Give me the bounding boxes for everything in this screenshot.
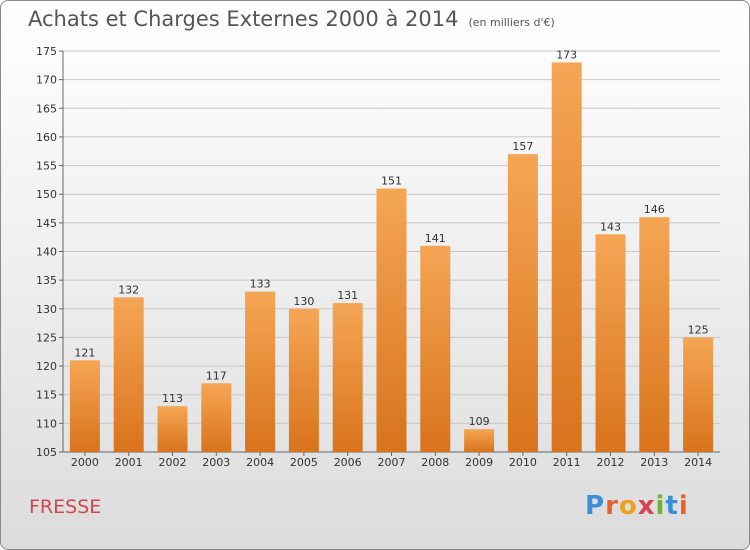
x-tick-label: 2007 bbox=[378, 456, 406, 469]
x-tick-label: 2009 bbox=[465, 456, 493, 469]
bar-2007 bbox=[376, 188, 407, 452]
y-tick-label: 160 bbox=[36, 131, 57, 144]
value-label: 173 bbox=[556, 48, 577, 61]
logo-letter: t bbox=[665, 491, 679, 521]
value-label: 109 bbox=[469, 415, 490, 428]
y-tick-label: 155 bbox=[36, 160, 57, 173]
chart-title: Achats et Charges Externes 2000 à 2014 bbox=[28, 7, 459, 31]
logo-letter: i bbox=[678, 491, 689, 521]
x-tick-label: 2000 bbox=[71, 456, 99, 469]
y-tick-labels: 105 110 115 120 125 130 135 140 145 150 155 160 165 1… bbox=[36, 45, 57, 459]
x-tick-label: 2010 bbox=[509, 456, 537, 469]
bar-2013 bbox=[639, 217, 670, 452]
bar-2004 bbox=[245, 291, 276, 452]
y-tick-label: 140 bbox=[36, 246, 57, 259]
chart-subtitle: (en milliers d'€) bbox=[468, 16, 555, 29]
logo-letter: P bbox=[585, 491, 606, 521]
value-label: 132 bbox=[118, 283, 139, 296]
value-label: 141 bbox=[425, 232, 446, 245]
x-tick-label: 2004 bbox=[246, 456, 274, 469]
x-tick-label: 2011 bbox=[553, 456, 581, 469]
bars bbox=[69, 62, 714, 452]
x-tick-label: 2008 bbox=[421, 456, 449, 469]
y-tick-label: 135 bbox=[36, 274, 57, 287]
y-tick-label: 150 bbox=[36, 188, 57, 201]
y-tick-label: 175 bbox=[36, 45, 57, 58]
y-tick-label: 125 bbox=[36, 331, 57, 344]
bar-2003 bbox=[201, 383, 232, 452]
bar-2005 bbox=[288, 308, 319, 452]
value-label: 130 bbox=[293, 295, 314, 308]
bar-2014 bbox=[683, 337, 714, 452]
x-tick-label: 2012 bbox=[597, 456, 625, 469]
proxiti-logo: Proxiti bbox=[585, 491, 689, 521]
bar-2001 bbox=[113, 297, 144, 452]
x-tick-label: 2005 bbox=[290, 456, 318, 469]
x-tick-label: 2006 bbox=[334, 456, 362, 469]
y-tick-label: 170 bbox=[36, 74, 57, 87]
x-tick-label: 2014 bbox=[684, 456, 712, 469]
y-tick-label: 115 bbox=[36, 389, 57, 402]
value-label: 146 bbox=[644, 203, 665, 216]
value-label: 157 bbox=[512, 140, 533, 153]
bar-2012 bbox=[595, 234, 626, 452]
bar-2011 bbox=[551, 62, 582, 452]
value-label: 151 bbox=[381, 174, 402, 187]
logo-letter: r bbox=[605, 491, 619, 521]
bar-2010 bbox=[507, 154, 538, 452]
bar-2006 bbox=[332, 303, 363, 452]
bar-2008 bbox=[420, 245, 451, 452]
value-label: 133 bbox=[250, 278, 271, 291]
x-tick-label: 2013 bbox=[640, 456, 668, 469]
commune-name: FRESSE bbox=[29, 496, 102, 518]
value-label: 121 bbox=[74, 346, 95, 359]
x-tick-label: 2003 bbox=[202, 456, 230, 469]
y-tick-label: 110 bbox=[36, 417, 57, 430]
value-label: 131 bbox=[337, 289, 358, 302]
value-labels: 121 132 113 117 133 130 131 151 141 109 157 173 143 1… bbox=[74, 48, 708, 428]
y-tick-label: 145 bbox=[36, 217, 57, 230]
bar-2002 bbox=[157, 406, 188, 452]
bar-2000 bbox=[69, 360, 100, 452]
y-tick-label: 120 bbox=[36, 360, 57, 373]
y-tick-label: 165 bbox=[36, 102, 57, 115]
value-label: 143 bbox=[600, 220, 621, 233]
chart-title-block: Achats et Charges Externes 2000 à 2014 (e… bbox=[28, 7, 555, 31]
value-label: 125 bbox=[688, 323, 709, 336]
x-tick-label: 2001 bbox=[115, 456, 143, 469]
value-label: 113 bbox=[162, 392, 183, 405]
y-tick-label: 130 bbox=[36, 303, 57, 316]
value-label: 117 bbox=[206, 369, 227, 382]
y-tick-label: 105 bbox=[36, 446, 57, 459]
bar-2009 bbox=[464, 429, 495, 452]
logo-letter: i bbox=[655, 491, 666, 521]
x-tick-labels: 2000 2001 2002 2003 2004 2005 2006 2007 2008 2009… bbox=[71, 452, 712, 469]
logo-letter: o bbox=[618, 491, 638, 521]
x-tick-label: 2002 bbox=[159, 456, 187, 469]
logo-letter: x bbox=[637, 491, 656, 521]
